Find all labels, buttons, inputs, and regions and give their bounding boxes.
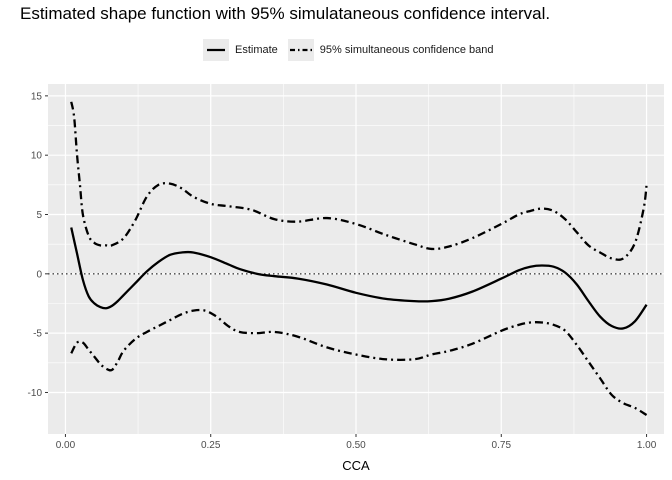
y-tick-label: 10 (31, 151, 43, 162)
y-tick-label: -5 (33, 329, 42, 340)
legend-item-estimate: Estimate (203, 39, 278, 61)
x-tick-label: 1.00 (637, 440, 657, 451)
y-tick-label: 15 (31, 91, 43, 102)
x-tick-label: 0.75 (492, 440, 512, 451)
x-tick-label: 0.00 (56, 440, 76, 451)
x-tick-label: 0.25 (201, 440, 221, 451)
series-estimate (70, 227, 648, 330)
legend-label-estimate: Estimate (235, 44, 278, 56)
series-lower-band (70, 308, 648, 417)
x-tick-label: 0.50 (346, 440, 366, 451)
y-axis: -10 -5 0 5 10 15 (28, 91, 48, 399)
y-tick-label: 5 (36, 210, 42, 221)
y-tick-label: -10 (28, 388, 43, 399)
legend-key-solid (203, 39, 229, 61)
legend-label-confidence-band: 95% simultaneous confidence band (319, 44, 494, 56)
legend-key-dotdash (287, 39, 314, 61)
series-layer (70, 101, 648, 417)
legend: Estimate 95% simultaneous confidence ban… (203, 38, 503, 62)
legend-item-confidence-band: 95% simultaneous confidence band (287, 39, 494, 61)
series-upper-band (70, 101, 648, 261)
x-axis: 0.00 0.25 0.50 0.75 1.00 (56, 434, 657, 451)
y-tick-label: 0 (36, 269, 42, 280)
x-axis-title: CCA (342, 458, 370, 473)
chart-title: Estimated shape function with 95% simula… (20, 4, 551, 23)
